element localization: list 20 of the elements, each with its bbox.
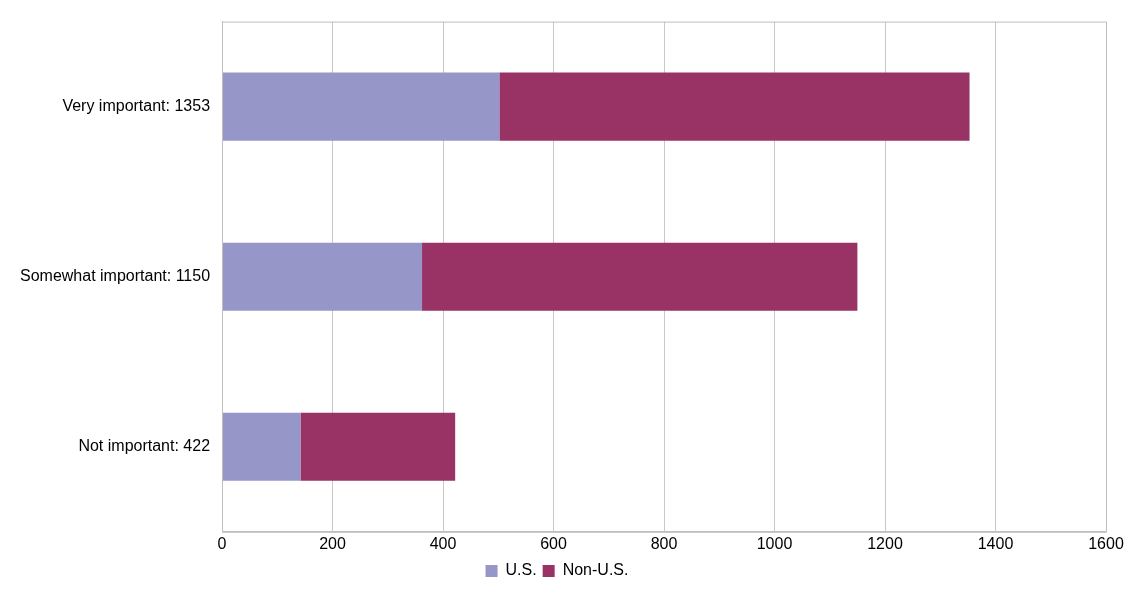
legend-label: Non-U.S.: [562, 561, 629, 579]
x-tick-label: 400: [429, 534, 457, 552]
bar: [499, 72, 970, 141]
x-tick-label: 600: [540, 534, 567, 552]
bar: [422, 242, 858, 311]
bar: [300, 412, 456, 481]
x-tick-label: 200: [319, 534, 346, 552]
x-tick-label: 1000: [756, 534, 793, 552]
y-tick-label: Somewhat important: 1150: [20, 267, 211, 285]
x-tick-label: 1600: [1088, 534, 1124, 552]
x-tick-label: 1400: [977, 534, 1014, 552]
bar: [222, 242, 423, 311]
bar: [222, 72, 500, 141]
y-tick-label: Very important: 1353: [62, 97, 211, 115]
y-tick-label: Not important: 422: [78, 437, 211, 455]
x-tick-label: 1200: [867, 534, 903, 552]
legend-label: U.S.: [505, 561, 537, 579]
x-tick-label: 800: [650, 534, 678, 552]
x-tick-label: 0: [217, 534, 227, 552]
bar: [222, 412, 301, 481]
